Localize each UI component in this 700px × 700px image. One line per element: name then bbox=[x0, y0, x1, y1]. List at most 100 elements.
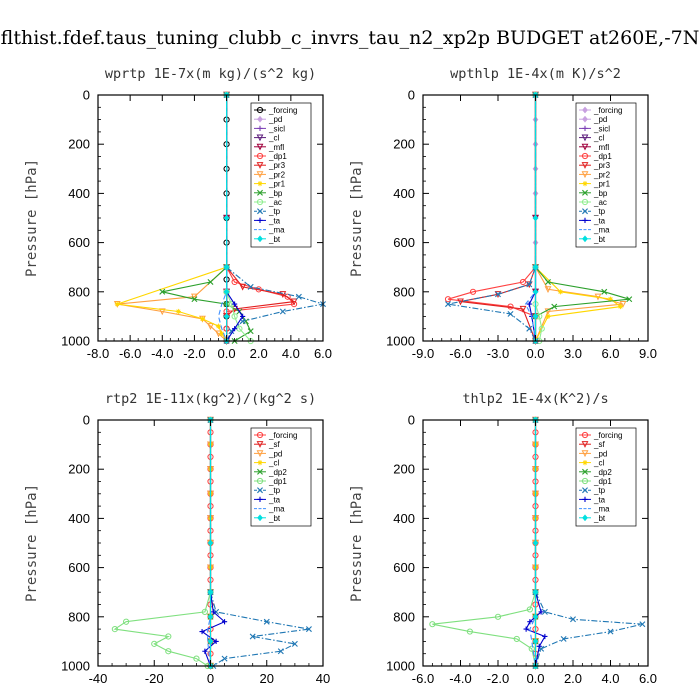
legend-item: _tp bbox=[579, 207, 606, 216]
data-point bbox=[123, 618, 130, 625]
x-tick-label: 2.0 bbox=[564, 671, 582, 686]
legend-item: _ac bbox=[579, 198, 607, 207]
data-point bbox=[232, 326, 238, 332]
x-tick-label: -4.0 bbox=[151, 346, 173, 361]
y-tick-label: 1000 bbox=[386, 334, 415, 349]
legend-marker bbox=[257, 217, 263, 223]
legend-item: _dp2 bbox=[254, 468, 287, 477]
data-point bbox=[221, 619, 228, 625]
data-point bbox=[617, 303, 624, 310]
legend-item: _sicl bbox=[254, 124, 285, 133]
data-point bbox=[532, 312, 539, 320]
data-point bbox=[601, 288, 608, 295]
data-point bbox=[429, 621, 436, 628]
data-point bbox=[223, 263, 230, 271]
data-point bbox=[247, 283, 254, 290]
data-point bbox=[277, 648, 284, 655]
data-point bbox=[538, 325, 545, 332]
series-line bbox=[525, 420, 546, 667]
series-bt bbox=[223, 91, 230, 345]
legend-marker bbox=[257, 487, 263, 494]
legend-marker bbox=[256, 450, 264, 458]
data-point bbox=[223, 312, 230, 320]
legend-item: _ta bbox=[579, 495, 606, 504]
data-point bbox=[526, 606, 533, 613]
legend-marker bbox=[581, 171, 589, 179]
data-point bbox=[284, 293, 291, 300]
data-point bbox=[507, 310, 514, 317]
legend-label: _forcing bbox=[268, 431, 297, 440]
legend-label: _bt bbox=[268, 514, 281, 523]
y-tick-label: 800 bbox=[393, 284, 415, 299]
legend-marker bbox=[257, 189, 263, 196]
series-bp bbox=[159, 92, 254, 344]
x-tick-label: 6.0 bbox=[314, 346, 332, 361]
data-point bbox=[527, 619, 533, 625]
x-tick-label: 2.0 bbox=[250, 346, 268, 361]
y-tick-label: 1000 bbox=[386, 659, 415, 674]
legend-label: _pd bbox=[268, 449, 282, 458]
series-bt bbox=[532, 416, 539, 670]
y-axis-label: Pressure [hPa] bbox=[349, 484, 365, 602]
y-tick-label: 200 bbox=[68, 462, 90, 477]
legend-item: _pr1 bbox=[254, 180, 286, 189]
y-tick-label: 200 bbox=[393, 137, 415, 152]
data-point bbox=[444, 296, 452, 303]
data-point bbox=[207, 539, 214, 547]
legend-marker bbox=[582, 496, 588, 502]
legend-marker bbox=[581, 477, 589, 485]
legend-label: _tp bbox=[268, 207, 281, 216]
data-point bbox=[207, 637, 214, 645]
series-bt bbox=[207, 416, 214, 670]
data-point bbox=[159, 288, 166, 295]
legend-marker bbox=[257, 208, 263, 215]
data-point bbox=[165, 633, 172, 640]
data-point bbox=[532, 263, 539, 271]
legend-label: _dp1 bbox=[593, 477, 612, 486]
legend-item: _mfl bbox=[579, 143, 609, 152]
data-point bbox=[494, 613, 502, 620]
legend-label: _pr2 bbox=[593, 170, 611, 179]
data-point bbox=[221, 655, 228, 662]
y-tick-label: 0 bbox=[408, 88, 415, 103]
data-point bbox=[532, 588, 539, 596]
legend-label: _sicl bbox=[268, 124, 285, 133]
legend-label: _pr1 bbox=[268, 180, 286, 189]
legend-label: _cl bbox=[593, 134, 604, 143]
legend-label: _tp bbox=[593, 207, 606, 216]
legend-item: _bt bbox=[579, 235, 606, 244]
legend-marker bbox=[582, 468, 588, 475]
legend-marker bbox=[582, 487, 588, 494]
y-tick-label: 400 bbox=[393, 511, 415, 526]
legend-marker bbox=[582, 181, 588, 187]
legend-item: _tp bbox=[254, 207, 281, 216]
legend-marker bbox=[582, 460, 588, 466]
data-point bbox=[541, 608, 548, 615]
panels: wprtp 1E-7x(m kg)/(s^2 kg) Pressure [hPa]… bbox=[24, 66, 657, 686]
legend-marker bbox=[256, 171, 264, 179]
series-line bbox=[117, 95, 228, 342]
data-point bbox=[526, 281, 533, 288]
data-point bbox=[544, 308, 552, 316]
data-point bbox=[191, 293, 198, 301]
x-tick-label: 6.0 bbox=[601, 346, 619, 361]
legend-marker bbox=[257, 514, 263, 522]
legend-item: _pr3 bbox=[254, 161, 286, 170]
legend-marker bbox=[256, 162, 264, 169]
legend-item: _bp bbox=[254, 189, 283, 198]
data-point bbox=[519, 305, 527, 313]
series-line bbox=[113, 420, 212, 667]
legend-label: _dp2 bbox=[268, 468, 287, 477]
series-line bbox=[207, 420, 212, 667]
legend-label: _ma bbox=[268, 505, 285, 514]
data-point bbox=[199, 316, 206, 322]
data-point bbox=[215, 323, 222, 329]
legend-marker bbox=[581, 143, 589, 151]
data-point bbox=[551, 303, 558, 310]
chart-panel-1: wprtp 1E-7x(m kg)/(s^2 kg) Pressure [hPa]… bbox=[24, 66, 332, 361]
data-point bbox=[111, 626, 118, 633]
series-line bbox=[162, 95, 252, 342]
chart-title: rtp2 1E-11x(kg^2)/(kg^2 s) bbox=[105, 391, 316, 407]
data-point bbox=[213, 638, 219, 644]
